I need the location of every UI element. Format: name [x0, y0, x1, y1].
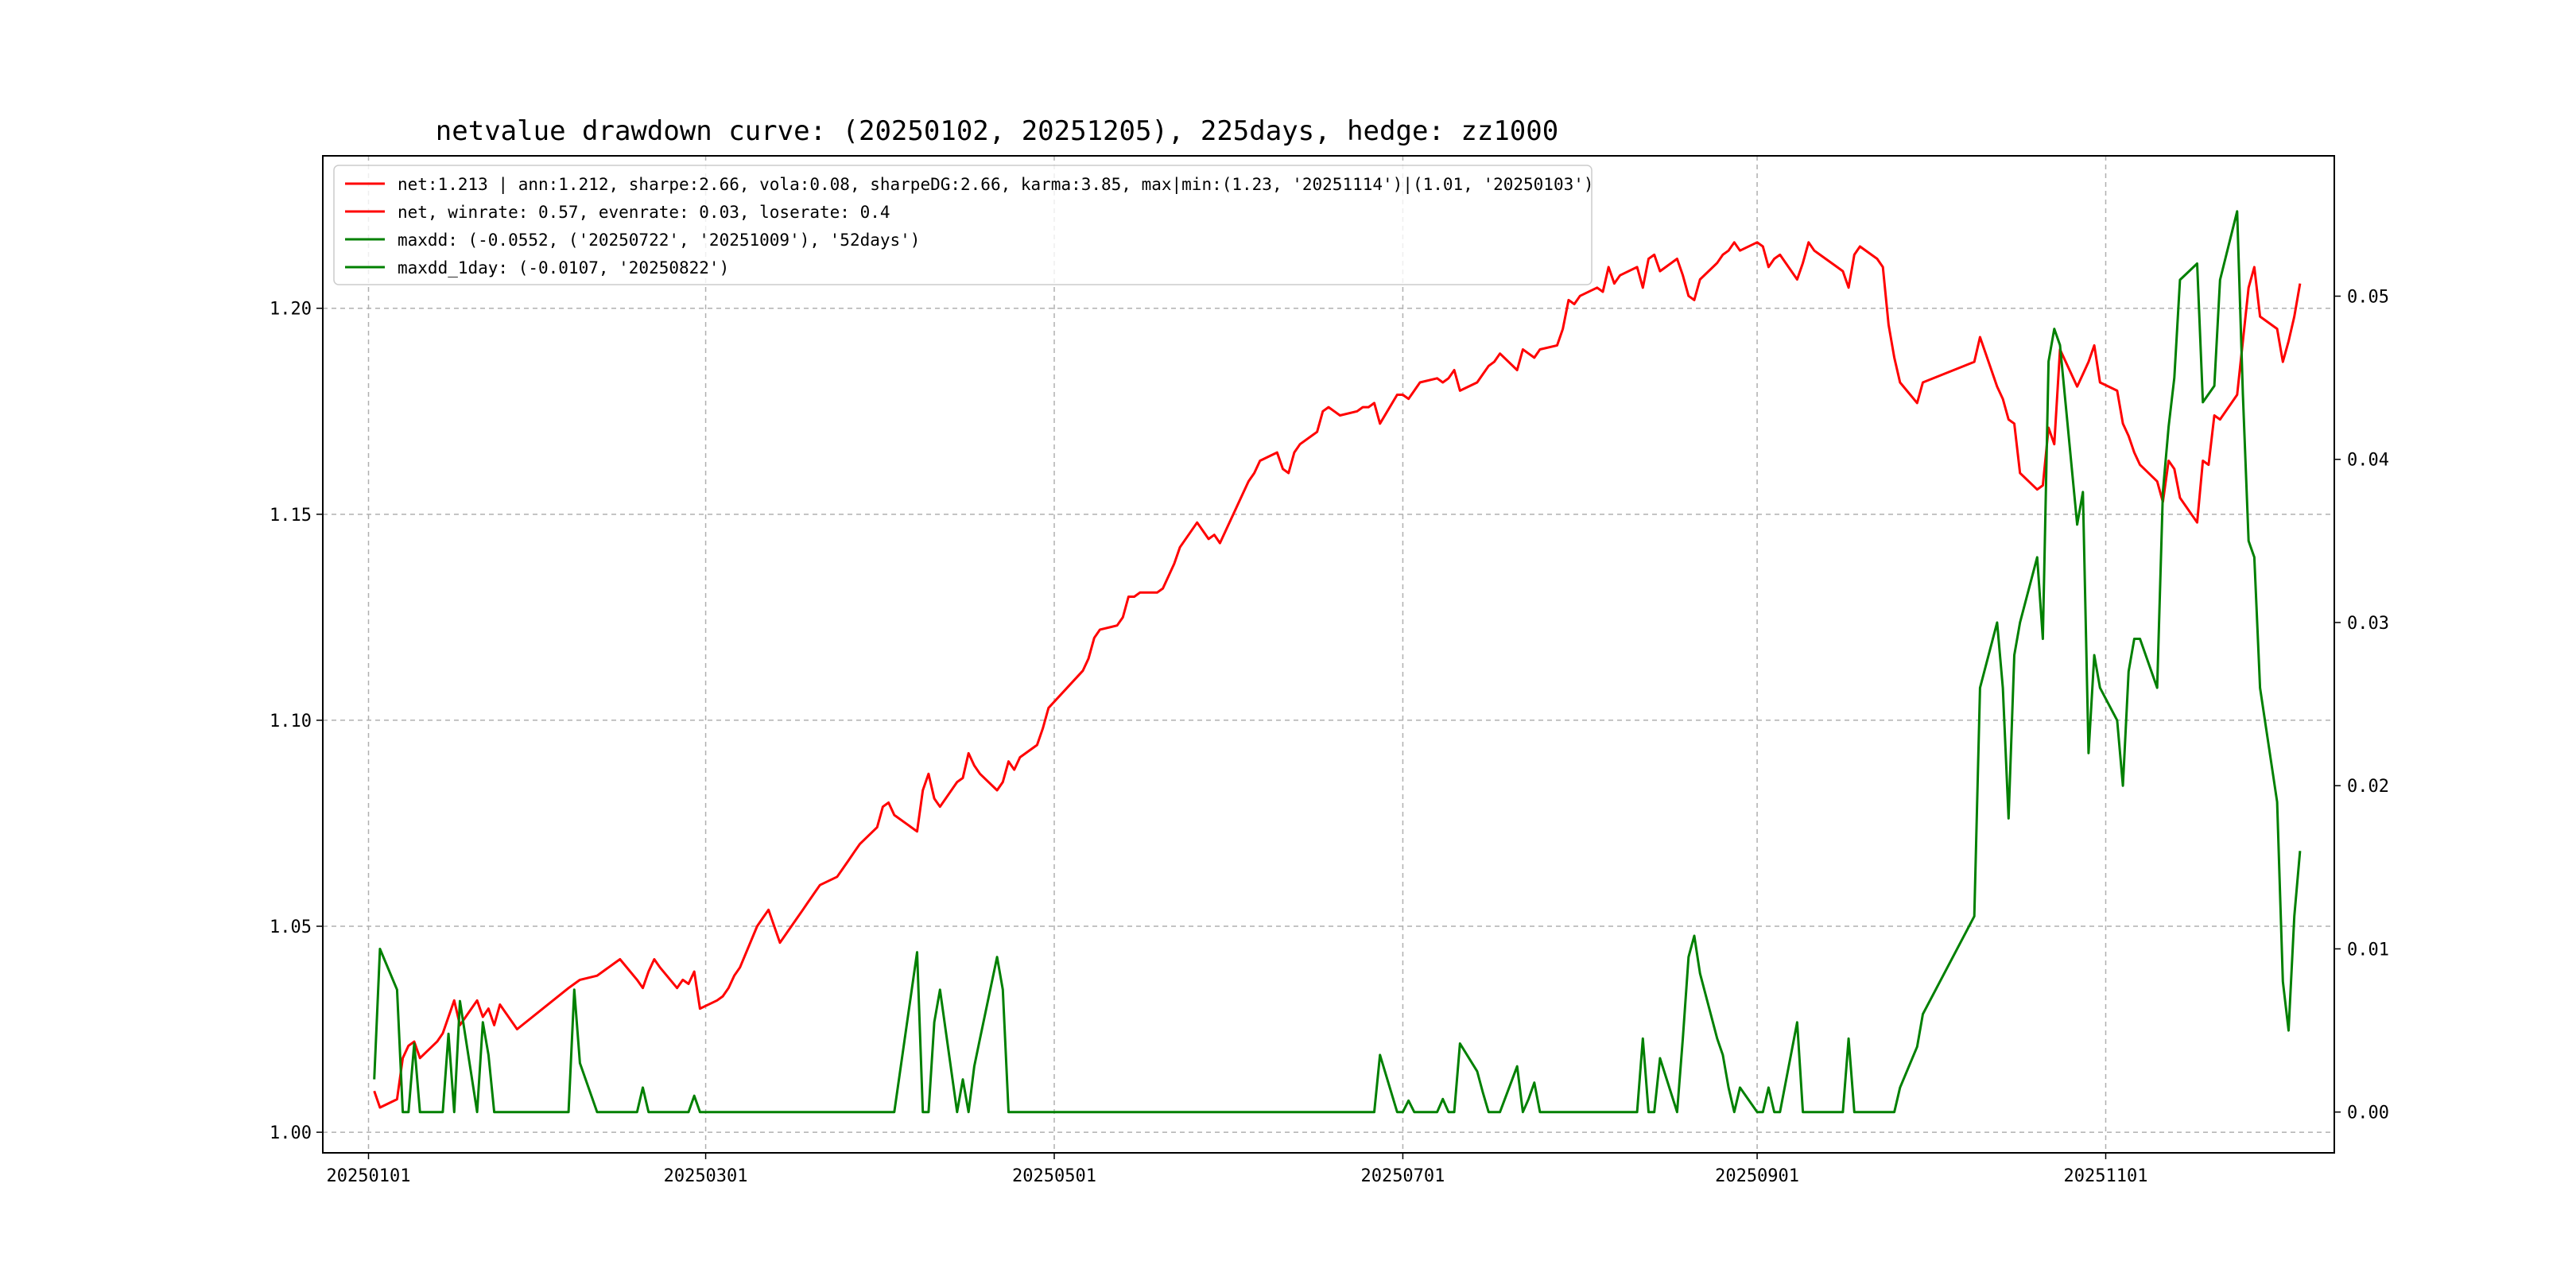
grid — [323, 156, 2334, 1153]
y-axis-left: 1.00 1.05 1.10 1.15 1.20 — [270, 300, 323, 1143]
y-right-tick-label: 0.03 — [2347, 614, 2389, 634]
y-left-tick-label: 1.00 — [270, 1123, 312, 1143]
x-tick-label: 20250501 — [1012, 1166, 1096, 1186]
y-right-tick-label: 0.04 — [2347, 451, 2389, 471]
y-right-tick-label: 0.00 — [2347, 1104, 2389, 1123]
series-layer — [373, 210, 2302, 1114]
legend-label-net: net:1.213 | ann:1.212, sharpe:2.66, vola… — [398, 175, 1594, 195]
y-right-tick-label: 0.01 — [2347, 940, 2389, 960]
x-tick-label: 20251101 — [2064, 1166, 2148, 1186]
y-right-tick-label: 0.02 — [2347, 777, 2389, 797]
y-right-tick-label: 0.05 — [2347, 288, 2389, 308]
x-tick-label: 20250301 — [664, 1166, 748, 1186]
series-line-net — [373, 241, 2302, 1109]
plot-area-frame — [322, 155, 2335, 1154]
x-tick-label: 20250901 — [1715, 1166, 1799, 1186]
series-line-maxdd — [373, 210, 2302, 1114]
legend-label-net-winrate: net, winrate: 0.57, evenrate: 0.03, lose… — [398, 203, 890, 222]
y-axis-right: 0.00 0.01 0.02 0.03 0.04 0.05 — [2334, 288, 2389, 1123]
x-tick-label: 20250101 — [327, 1166, 411, 1186]
x-tick-label: 20250701 — [1360, 1166, 1445, 1186]
legend-box — [333, 165, 1593, 285]
legend-label-maxdd-1day: maxdd_1day: (-0.0107, '20250822') — [398, 258, 729, 277]
chart-title: netvalue drawdown curve: (20250102, 2025… — [436, 115, 1558, 147]
y-left-tick-label: 1.05 — [270, 918, 312, 937]
legend-label-maxdd: maxdd: (-0.0552, ('20250722', '20251009'… — [398, 231, 920, 250]
y-left-tick-label: 1.15 — [270, 506, 312, 526]
y-left-tick-label: 1.20 — [270, 300, 312, 320]
x-axis: 20250101 20250301 20250501 20250701 20250901… — [327, 1153, 2148, 1186]
legend: net:1.213 | ann:1.212, sharpe:2.66, vola… — [333, 165, 1594, 285]
y-left-tick-label: 1.10 — [270, 712, 312, 731]
